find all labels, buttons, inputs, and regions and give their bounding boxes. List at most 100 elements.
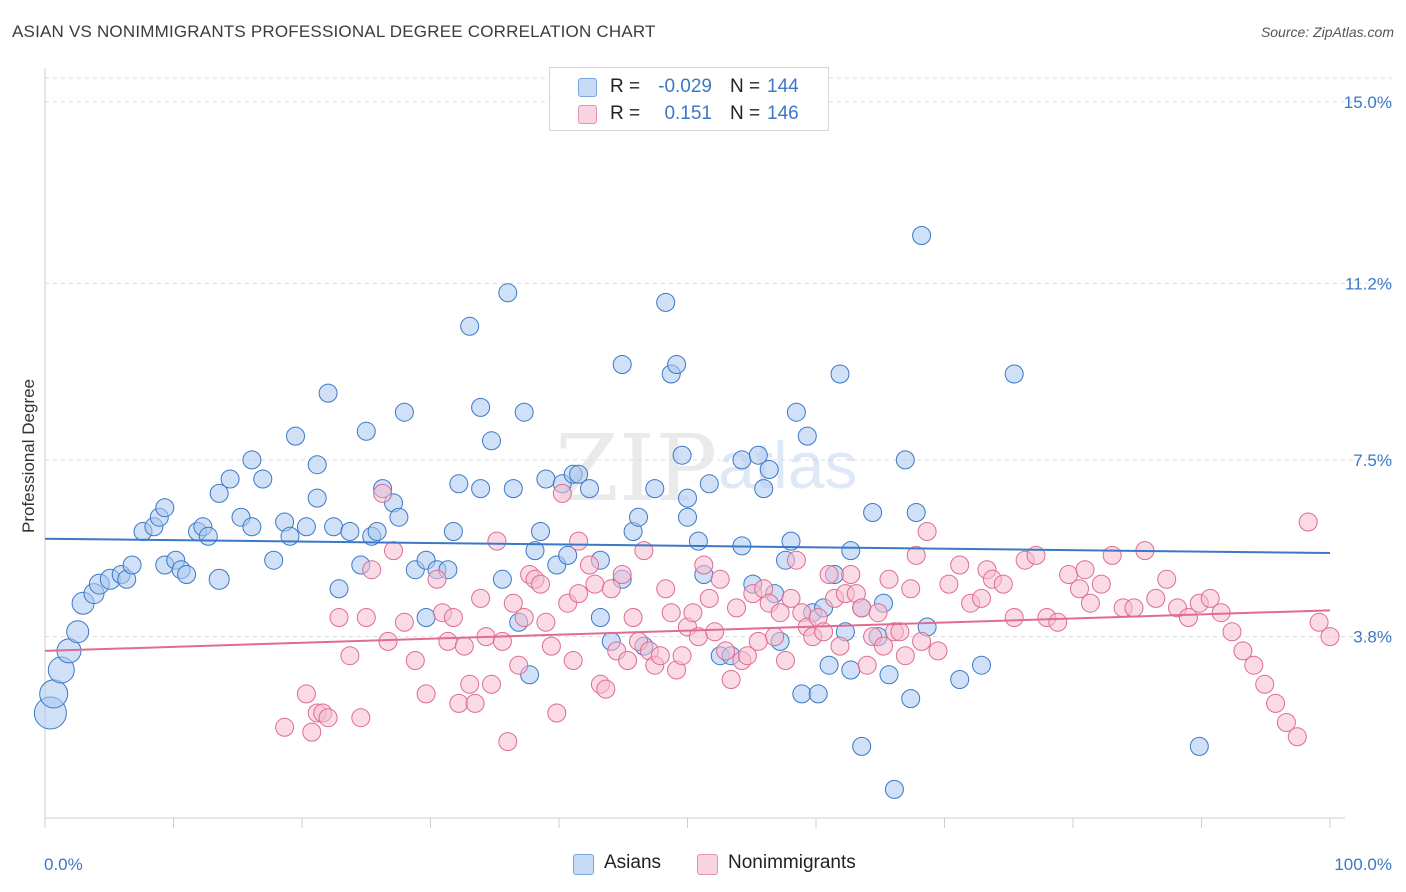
data-point bbox=[629, 507, 648, 527]
data-point bbox=[852, 736, 872, 756]
data-point bbox=[498, 283, 518, 303]
legend-r-label: R = bbox=[610, 76, 641, 97]
data-point bbox=[362, 560, 382, 580]
data-point bbox=[765, 627, 785, 647]
y-tick-label: 11.2% bbox=[1345, 274, 1392, 293]
data-point bbox=[1222, 622, 1242, 642]
data-point bbox=[748, 445, 768, 465]
data-point bbox=[884, 779, 904, 799]
data-point bbox=[786, 402, 806, 422]
data-point bbox=[830, 364, 850, 384]
data-point bbox=[781, 588, 801, 608]
data-point bbox=[220, 469, 240, 489]
legend-r-value: -0.029 bbox=[658, 76, 712, 97]
legend-label-asians: Asians bbox=[604, 852, 662, 873]
data-point bbox=[378, 631, 398, 651]
data-point bbox=[1233, 641, 1253, 661]
data-point bbox=[596, 679, 616, 699]
data-point bbox=[569, 464, 589, 484]
data-point bbox=[928, 641, 948, 661]
data-point bbox=[416, 608, 436, 627]
data-point bbox=[367, 522, 387, 541]
data-point bbox=[471, 397, 491, 417]
gridlines bbox=[45, 77, 1392, 638]
x-tick-label-max: 100.0% bbox=[1334, 855, 1392, 874]
source-label: Source: ZipAtlas.com bbox=[1260, 24, 1394, 40]
data-point bbox=[650, 646, 670, 666]
data-point bbox=[1146, 588, 1166, 608]
legend-row-nonimmigrants: R = 0.151 N = 146 bbox=[550, 101, 828, 127]
data-point bbox=[1070, 579, 1089, 599]
data-point bbox=[340, 646, 360, 666]
y-tick-label: 3.8% bbox=[1353, 628, 1392, 647]
data-point bbox=[356, 608, 376, 627]
data-point bbox=[612, 355, 632, 374]
data-point bbox=[792, 684, 812, 704]
data-point bbox=[710, 569, 730, 589]
correlation-legend: R = -0.029 N = 144 R = 0.151 N = 146 bbox=[549, 67, 829, 131]
data-point bbox=[329, 608, 349, 627]
data-point bbox=[645, 479, 665, 499]
data-point bbox=[1178, 608, 1198, 627]
data-point bbox=[329, 579, 349, 599]
data-point bbox=[721, 670, 741, 689]
data-point bbox=[253, 469, 273, 489]
data-point bbox=[286, 426, 305, 446]
data-point bbox=[1091, 574, 1111, 594]
data-point bbox=[438, 631, 458, 651]
trend-line-nonimmigrants bbox=[44, 609, 1331, 652]
data-point bbox=[541, 636, 561, 656]
data-point bbox=[672, 445, 692, 465]
data-point bbox=[612, 565, 632, 584]
legend-swatch-asians bbox=[578, 78, 597, 97]
data-point bbox=[1080, 593, 1100, 613]
data-point bbox=[340, 522, 360, 541]
data-point bbox=[972, 588, 991, 608]
data-point bbox=[688, 531, 708, 551]
data-point bbox=[618, 651, 638, 670]
data-point bbox=[296, 517, 316, 537]
data-point bbox=[939, 574, 959, 594]
series-nonimmigrants bbox=[275, 483, 1340, 752]
data-point bbox=[972, 655, 991, 675]
data-point bbox=[857, 655, 877, 675]
data-point bbox=[1004, 364, 1024, 384]
legend-r-value: 0.151 bbox=[664, 103, 712, 124]
data-point bbox=[242, 450, 262, 470]
data-point bbox=[198, 526, 218, 546]
data-point bbox=[781, 531, 801, 551]
data-point bbox=[727, 598, 746, 618]
data-point bbox=[394, 402, 414, 422]
data-point bbox=[465, 693, 485, 713]
data-point bbox=[471, 588, 491, 608]
legend-n-value: 146 bbox=[767, 103, 799, 124]
legend-n-label: N = bbox=[730, 76, 761, 97]
data-point bbox=[155, 498, 175, 518]
data-point bbox=[830, 636, 850, 656]
data-point bbox=[531, 522, 550, 541]
data-point bbox=[389, 507, 409, 527]
data-point bbox=[443, 522, 463, 541]
data-point bbox=[1124, 598, 1144, 618]
data-point bbox=[242, 517, 262, 537]
data-point bbox=[264, 550, 284, 570]
data-point bbox=[705, 622, 725, 642]
data-point bbox=[318, 383, 338, 403]
legend-n-label: N = bbox=[730, 103, 761, 124]
data-point bbox=[1200, 588, 1220, 608]
trend-line-asians bbox=[44, 537, 1331, 555]
data-point bbox=[694, 555, 714, 575]
data-point bbox=[208, 568, 230, 590]
data-point bbox=[1004, 608, 1024, 627]
data-point bbox=[776, 651, 795, 670]
data-point bbox=[394, 612, 414, 632]
data-point bbox=[558, 545, 578, 565]
data-point bbox=[525, 541, 545, 561]
data-point bbox=[699, 588, 719, 608]
data-point bbox=[699, 474, 719, 494]
legend-n-value: 144 bbox=[767, 76, 799, 97]
data-point bbox=[732, 450, 752, 470]
data-point bbox=[492, 569, 512, 589]
data-point bbox=[177, 565, 197, 584]
data-point bbox=[416, 684, 436, 704]
